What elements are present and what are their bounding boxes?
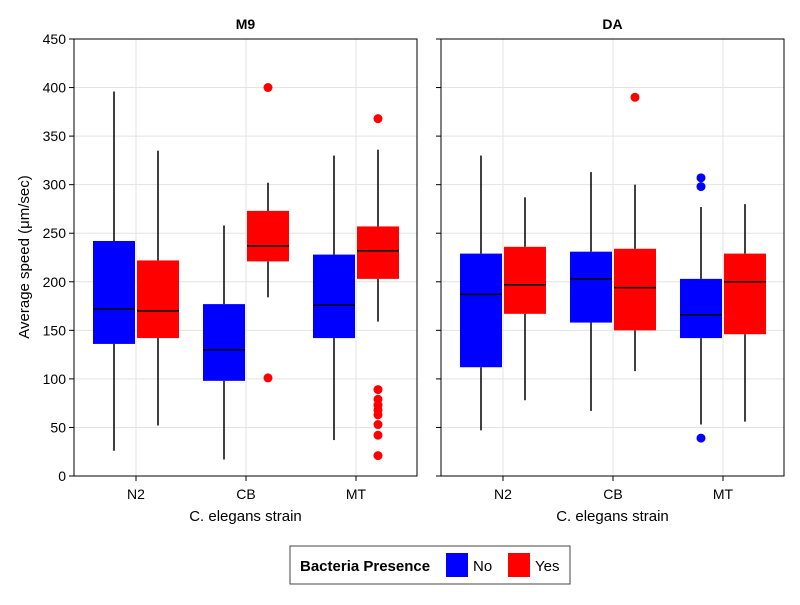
y-tick-label: 100 [43, 371, 67, 387]
panels: M9 N2 CB MT C. elegans strain 0 50 100 150 200 250… [43, 16, 785, 525]
outlier-point [373, 114, 383, 124]
panel-title: M9 [236, 16, 256, 32]
box-body [680, 278, 722, 339]
box-m9-mt-no [313, 155, 355, 441]
outlier-point [373, 410, 383, 420]
y-tick-label: 400 [43, 80, 67, 96]
outlier-point [630, 92, 640, 102]
outlier-point [373, 420, 383, 430]
box-body [724, 253, 766, 335]
legend-swatch-yes [508, 553, 530, 577]
box-body [93, 240, 135, 344]
x-tick-label: CB [236, 486, 255, 502]
box-da-n2-no [460, 155, 502, 431]
outlier-point [696, 182, 706, 192]
box-body [357, 226, 399, 279]
box-m9-cb-no [203, 225, 245, 460]
x-axis-title: C. elegans strain [556, 508, 669, 525]
outlier-point [696, 433, 706, 443]
x-axis-title: C. elegans strain [189, 508, 302, 525]
x-tick-label: N2 [494, 486, 512, 502]
panel-title: DA [602, 16, 622, 32]
legend-swatch-no [446, 553, 468, 577]
box-m9-mt-yes [357, 114, 399, 461]
legend-label-yes: Yes [535, 558, 559, 575]
outlier-point [263, 373, 273, 383]
box-m9-n2-yes [137, 150, 179, 426]
box-body [460, 253, 502, 368]
legend: Bacteria Presence No Yes [289, 545, 571, 585]
legend-label-no: No [473, 558, 492, 575]
x-tick-label: CB [603, 486, 622, 502]
y-tick-label: 350 [43, 128, 67, 144]
box-da-mt-no [680, 173, 722, 443]
box-body [137, 260, 179, 339]
box-m9-cb-yes [247, 83, 289, 383]
y-tick-label: 200 [43, 274, 67, 290]
y-tick-label: 50 [50, 419, 66, 435]
box-m9-n2-no [93, 91, 135, 451]
y-tick-label: 150 [43, 322, 67, 338]
y-tick-label: 450 [43, 31, 67, 47]
x-tick-label: MT [713, 486, 734, 502]
y-tick-label: 300 [43, 177, 67, 193]
x-tick-label: MT [346, 486, 367, 502]
outlier-point [696, 173, 706, 183]
box-body [570, 251, 612, 323]
legend-title: Bacteria Presence [300, 558, 430, 575]
outlier-point [373, 430, 383, 440]
box-da-cb-no [570, 172, 612, 411]
box-da-n2-yes [504, 197, 546, 401]
y-axis-title: Average speed (μm/sec) [16, 175, 33, 338]
outlier-point [373, 451, 383, 461]
box-body [504, 246, 546, 314]
panel-m9: M9 N2 CB MT C. elegans strain 0 50 100 150 200 250… [43, 16, 418, 525]
y-tick-label: 0 [58, 468, 66, 484]
box-body [614, 248, 656, 331]
outlier-point [263, 83, 273, 93]
box-da-mt-yes [724, 204, 766, 422]
box-body [247, 210, 289, 262]
y-tick-label: 250 [43, 225, 67, 241]
box-body [203, 304, 245, 381]
panel-da: DA N2 CB MT C. elegans strain [436, 16, 785, 525]
x-tick-label: N2 [127, 486, 145, 502]
box-da-cb-yes [614, 92, 656, 372]
box-body [313, 254, 355, 339]
outlier-point [373, 385, 383, 395]
